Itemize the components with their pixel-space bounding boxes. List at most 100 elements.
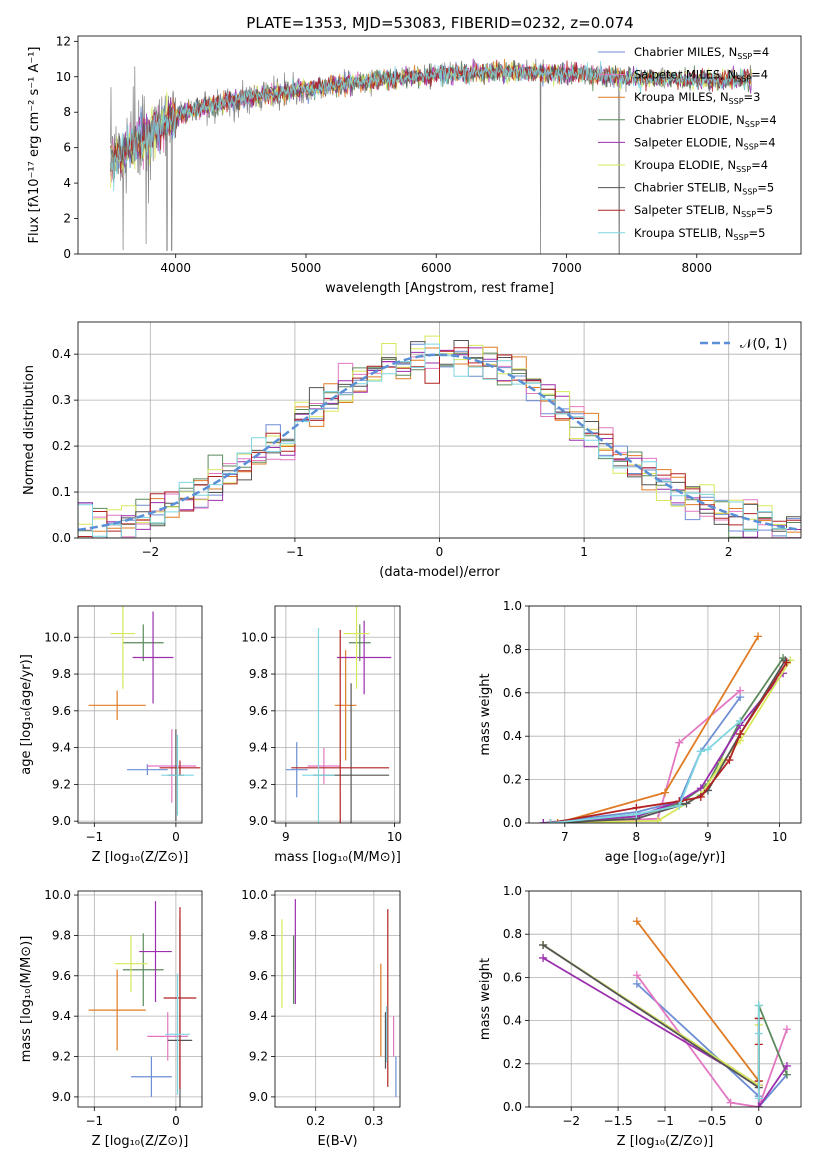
marker [782,1025,791,1034]
marker [682,799,691,808]
y-tick-label: 0.6 [503,686,522,700]
x-tick-label: 8 [633,830,641,844]
y-tick-label: 1.0 [503,884,522,898]
marker [632,979,641,988]
x-tick-label: 0 [755,1114,763,1128]
panel-age-Z: −1 0 9.0 9.2 9.4 9.6 9.8 10.0 Z [log₁₀(Z/Z⊙)] age… [19,605,203,865]
y-tick-label: 9.8 [249,667,268,681]
errorbar-point [122,933,164,1007]
axes-frame [77,605,203,824]
errorbar-point [163,907,197,1089]
marker [539,819,548,823]
model-spectrum-line [110,60,752,192]
x-axis-label: Z [log₁₀(Z/Z⊙)] [617,1134,714,1149]
x-axis-label: (data-model)/error [379,565,500,580]
axes-frame [274,890,401,1108]
x-tick-label: 7 [561,830,569,844]
marker [782,1070,791,1079]
y-tick-label: 9.2 [249,777,268,791]
y-tick-label: 9.2 [52,1050,71,1064]
marker [632,917,641,926]
marker [653,816,662,823]
x-tick-label: 9 [282,830,290,844]
residual-histogram [78,343,801,538]
marker [725,756,734,765]
marker [661,788,669,797]
marker [553,819,562,823]
x-tick-label: 7000 [551,261,582,275]
y-tick-label: 0.0 [52,531,71,545]
axes-frame [77,890,203,1108]
y-tick-label: 0.2 [503,1057,522,1071]
marker [754,1001,763,1010]
axes-age-mass: 9 10 9.0 9.2 9.4 9.6 9.8 10.0 [241,630,402,844]
y-tick-label: 0.8 [503,927,522,941]
plot-area-mass-Z [88,901,197,1107]
y-tick-label: 9.6 [249,969,268,983]
marker [703,745,712,754]
marker [632,810,641,819]
plot-area-mass-ebv [281,899,397,1097]
x-tick-label: 6000 [421,261,452,275]
errorbar-point [147,729,197,803]
errorbar-point [88,969,146,1051]
y-tick-label: 9.8 [52,667,71,681]
panel-age-mass: 9 10 9.0 9.2 9.4 9.6 9.8 10.0 mass [log₁₀(M/M⊙)] [241,605,402,865]
errorbar-point [334,650,357,761]
y-axis-label: Normed distribution [22,365,37,495]
y-tick-label: 4 [63,176,71,190]
y-tick-label: 9.0 [249,1090,268,1104]
errorbar-point [291,629,390,823]
x-tick-label: −1 [85,1114,103,1128]
y-tick-label: 0.4 [503,1014,522,1028]
legend-entry: Chabrier STELIB, NSSP=5 [634,181,774,197]
y-axis-label: mass [log₁₀(M/M⊙)] [19,936,34,1063]
normal-curve [78,353,801,532]
mass-weight-series [546,656,790,823]
y-tick-label: 0.4 [503,729,522,743]
x-tick-label: 0.2 [306,1114,325,1128]
y-tick-label: 9.0 [249,814,268,828]
y-tick-label: 9.0 [52,814,71,828]
marker [726,1098,735,1107]
x-tick-label: −0.5 [697,1114,726,1128]
y-tick-label: 0.1 [52,485,71,499]
x-tick-label: 2 [725,545,733,559]
x-tick-label: −2 [562,1114,580,1128]
y-tick-label: 0 [63,247,71,261]
marker [754,1103,763,1107]
errorbar-point [307,747,341,785]
legend-entry: Chabrier ELODIE, NSSP=4 [634,113,777,129]
axes-frame [528,890,802,1108]
y-tick-label: 0.0 [503,816,522,830]
y-axis-label: mass weight [478,958,493,1040]
plot-area-residuals [78,335,801,538]
x-tick-label: 4000 [160,261,191,275]
marker [675,738,684,747]
errorbar-point [302,628,335,823]
plot-area-mw-age [539,632,795,823]
marker [696,747,705,756]
marker [546,819,555,823]
legend-entry: Salpeter STELIB, NSSP=5 [634,203,773,219]
x-tick-label: 10 [387,830,402,844]
y-tick-label: 0.2 [503,773,522,787]
y-tick-label: 9.4 [52,741,71,755]
y-tick-label: 10.0 [241,630,268,644]
x-tick-label: 8000 [682,261,713,275]
axes-mw-age: 7 8 9 10 0.0 0.2 0.4 0.6 0.8 1.0 [503,599,787,844]
errorbar-point [159,760,201,776]
y-tick-label: 0.2 [52,439,71,453]
y-tick-label: 9.6 [249,704,268,718]
y-tick-label: 2 [63,212,71,226]
errorbar-point [139,901,172,1003]
marker [675,801,684,810]
y-tick-label: 8 [63,105,71,119]
y-tick-label: 9.4 [249,1009,268,1023]
errorbar-point [161,734,194,816]
marker [782,1061,791,1070]
y-tick-label: 9.2 [52,777,71,791]
errorbar-point [348,624,371,662]
x-tick-label: −1 [286,545,304,559]
